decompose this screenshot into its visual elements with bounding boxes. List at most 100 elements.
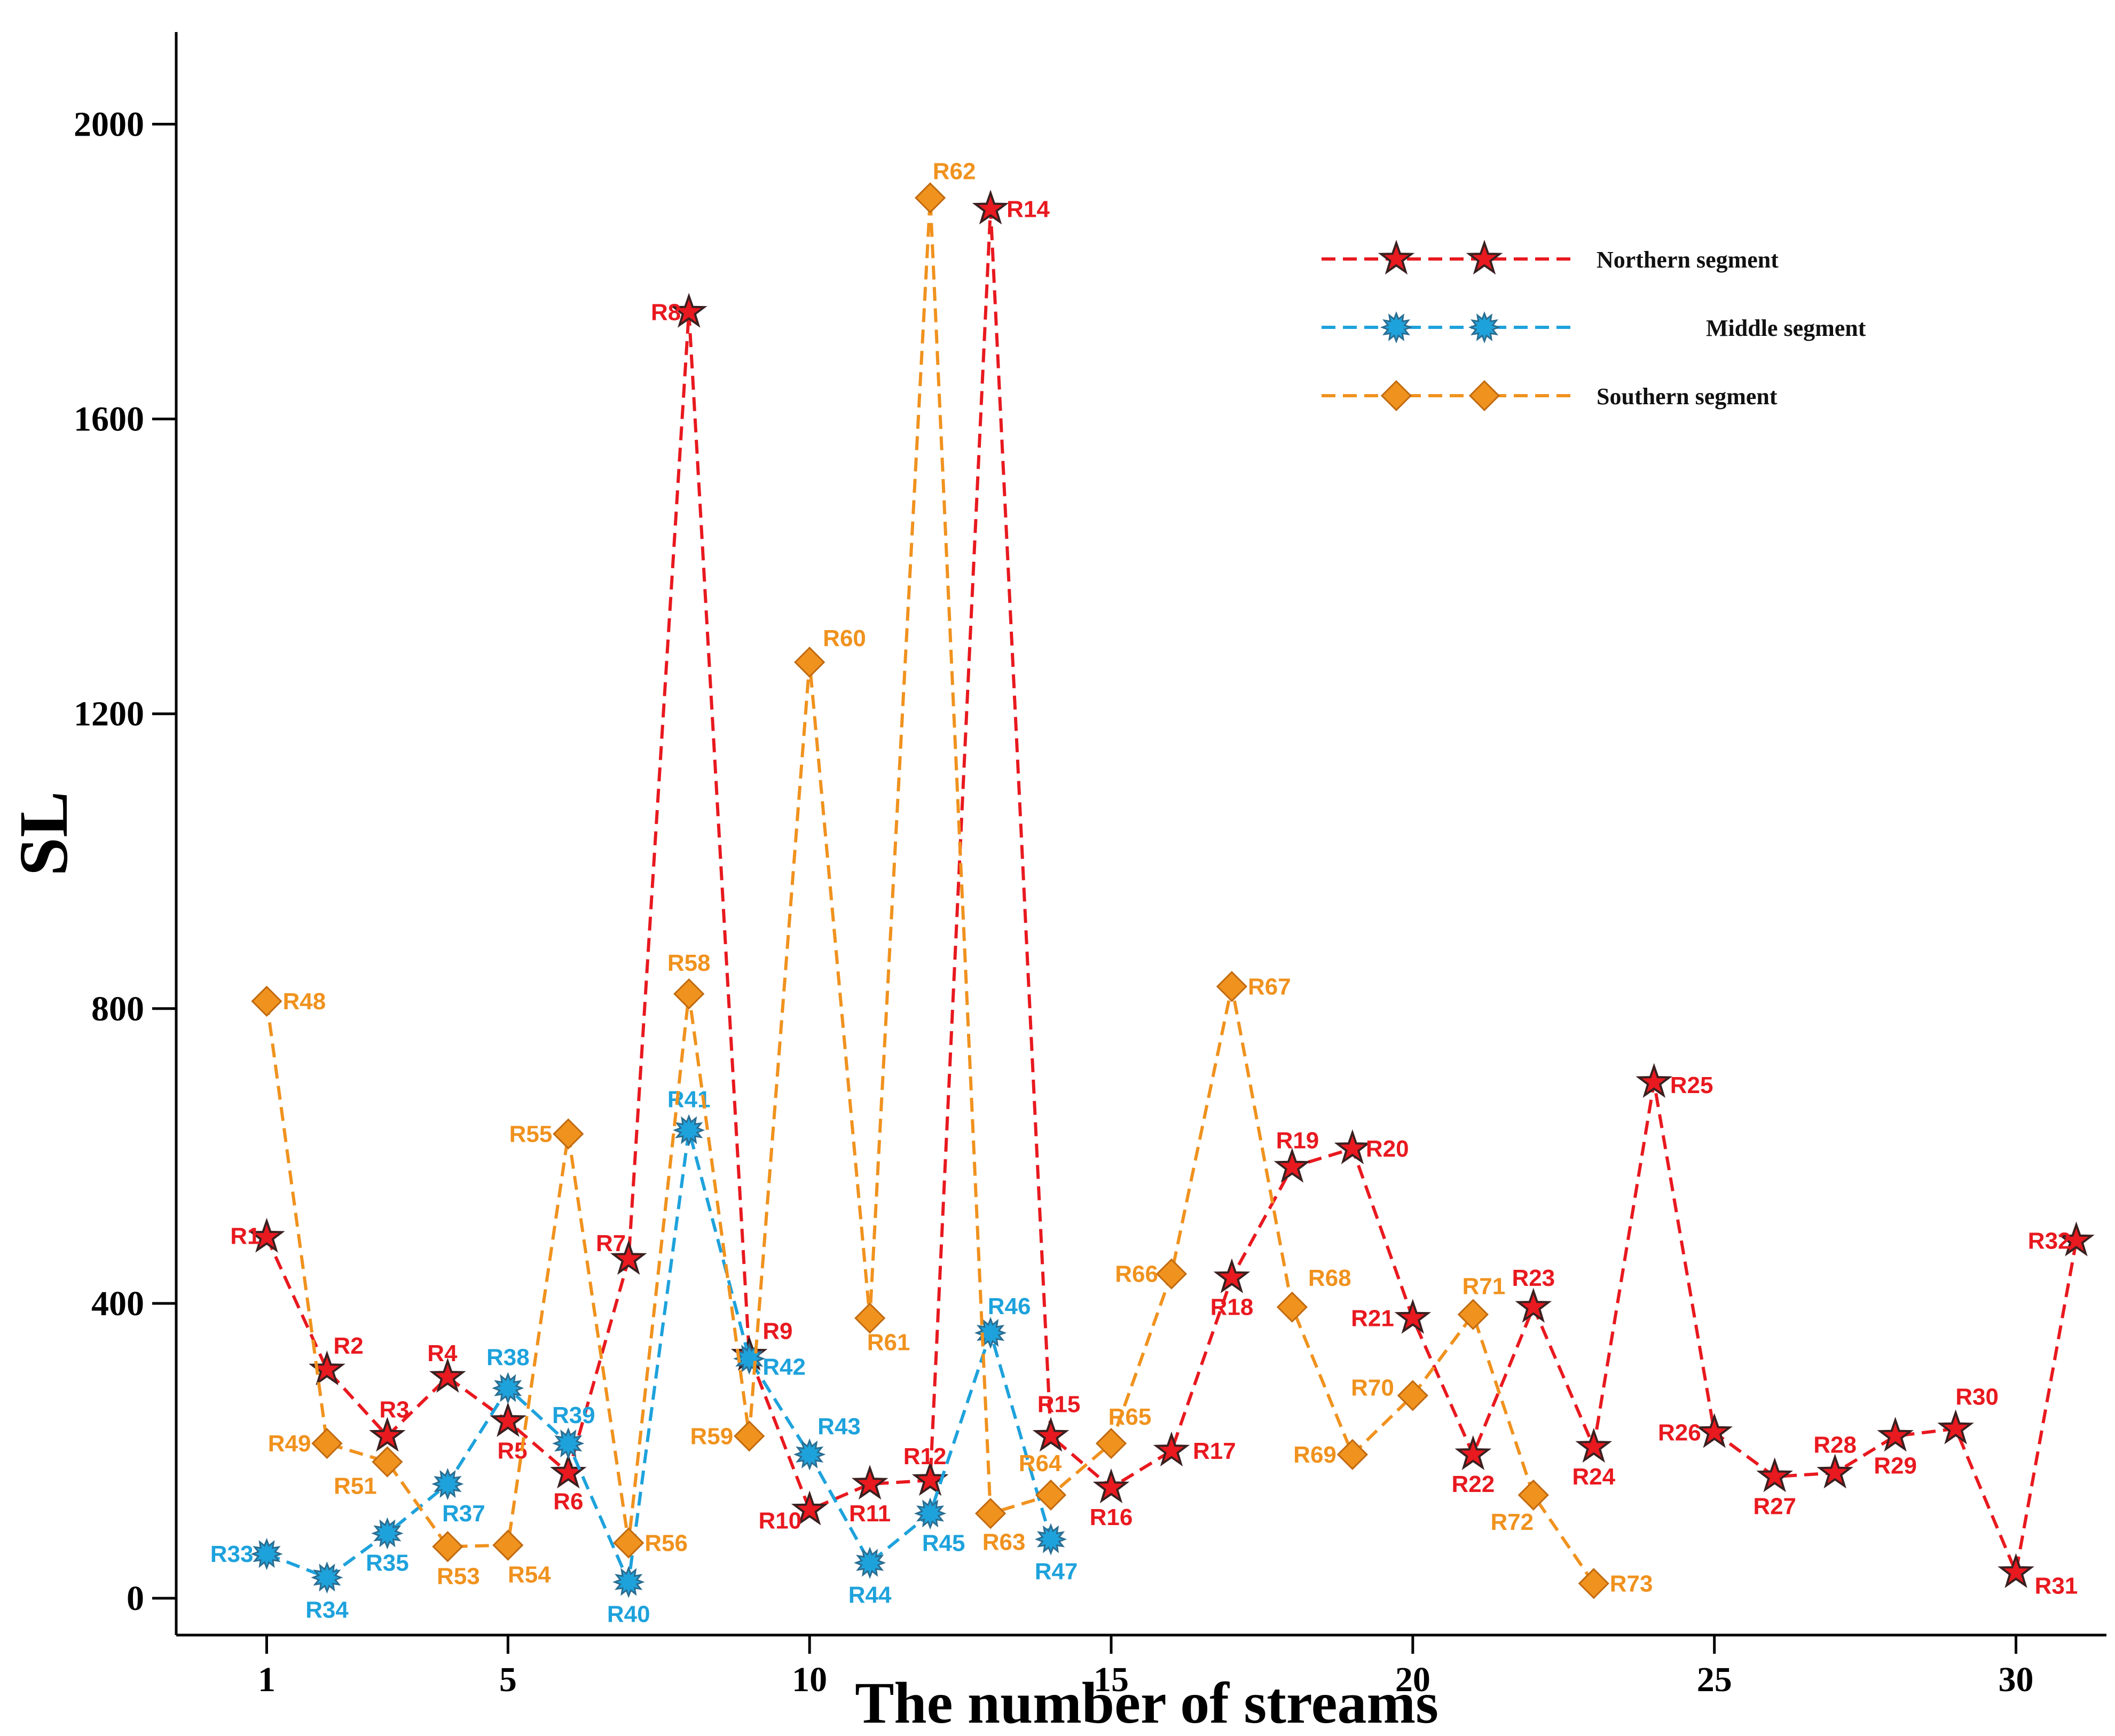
point-label: R67 — [1248, 973, 1291, 1000]
data-point — [1213, 1258, 1251, 1293]
data-point — [673, 1114, 705, 1146]
point-label: R8 — [651, 299, 681, 325]
legend: Northern segment Middle segment Southern s… — [1322, 239, 1866, 412]
point-label: R49 — [268, 1431, 311, 1457]
series-line — [266, 1129, 1052, 1588]
data-point — [1035, 1479, 1067, 1511]
data-point — [1578, 1568, 1609, 1599]
point-label: R40 — [607, 1601, 650, 1628]
point-label: R2 — [333, 1333, 363, 1359]
data-point — [369, 1417, 406, 1452]
x-tick-label: 1 — [258, 1660, 276, 1699]
data-point — [1034, 1523, 1067, 1556]
point-label: R65 — [1108, 1404, 1152, 1430]
legend-marker — [1466, 239, 1503, 275]
data-point — [854, 1302, 886, 1334]
data-point — [311, 1561, 343, 1594]
point-label: R63 — [982, 1529, 1026, 1555]
data-point — [914, 182, 946, 214]
point-label: R51 — [334, 1473, 377, 1499]
point-label: R21 — [1351, 1306, 1394, 1332]
point-label: R15 — [1037, 1391, 1081, 1417]
point-label: R37 — [442, 1501, 485, 1527]
point-label: R58 — [667, 950, 711, 976]
point-label: R35 — [366, 1550, 409, 1576]
data-point — [371, 1517, 404, 1550]
point-label: R31 — [2035, 1573, 2078, 1599]
point-label: R71 — [1462, 1274, 1505, 1300]
point-label: R14 — [1007, 196, 1050, 222]
data-point — [914, 1497, 947, 1530]
point-label: R69 — [1293, 1442, 1336, 1468]
data-point — [553, 1118, 584, 1150]
point-label: R28 — [1813, 1432, 1857, 1458]
y-tick-label: 0 — [127, 1579, 144, 1618]
point-label: R61 — [867, 1330, 910, 1356]
legend-marker — [1380, 311, 1413, 344]
point-label: R25 — [1670, 1072, 1713, 1098]
data-point — [613, 1527, 644, 1559]
data-point — [1153, 1431, 1190, 1467]
legend-marker — [1468, 380, 1500, 412]
point-label: R16 — [1090, 1504, 1133, 1530]
y-tick-label: 400 — [91, 1284, 144, 1323]
data-point — [1817, 1454, 1853, 1489]
point-label: R59 — [690, 1423, 733, 1449]
data-point — [248, 1217, 285, 1253]
point-label: R19 — [1276, 1128, 1319, 1154]
point-label: R64 — [1019, 1450, 1062, 1476]
data-point — [1998, 1553, 2034, 1588]
x-tick-label: 10 — [792, 1660, 827, 1699]
point-label: R39 — [552, 1402, 595, 1428]
data-point — [1518, 1479, 1549, 1511]
point-label: R42 — [762, 1354, 806, 1380]
point-label: R9 — [762, 1318, 792, 1345]
data-point — [1394, 1299, 1432, 1334]
legend-entry: Northern segment — [1322, 239, 1779, 275]
point-label: R66 — [1115, 1261, 1158, 1287]
data-point — [974, 1316, 1007, 1349]
data-point — [1575, 1427, 1613, 1463]
data-point — [1515, 1287, 1552, 1323]
point-label: R43 — [817, 1413, 861, 1440]
series-line — [265, 198, 1595, 1585]
data-point — [972, 190, 1009, 225]
point-label: R44 — [848, 1582, 892, 1608]
point-label: R11 — [849, 1501, 891, 1527]
x-tick-label: 25 — [1697, 1660, 1732, 1699]
point-label: R38 — [486, 1345, 530, 1371]
point-label: R55 — [509, 1121, 553, 1147]
point-label: R48 — [282, 988, 326, 1015]
data-point — [670, 293, 707, 328]
legend-label: Southern segment — [1597, 383, 1778, 410]
x-axis-title: The number of streams — [855, 1670, 1438, 1735]
data-point — [1877, 1417, 1914, 1452]
data-point — [550, 1454, 587, 1489]
legend-entry: Middle segment — [1322, 311, 1866, 344]
data-point — [2058, 1221, 2095, 1256]
data-point — [1756, 1457, 1793, 1493]
point-label: R33 — [210, 1541, 254, 1567]
data-point — [1155, 1258, 1188, 1290]
data-point — [372, 1446, 403, 1478]
point-label: R27 — [1753, 1493, 1796, 1519]
point-label: R18 — [1210, 1294, 1254, 1321]
point-label: R7 — [596, 1230, 626, 1256]
point-label: R23 — [1512, 1265, 1555, 1291]
point-label: R26 — [1658, 1419, 1701, 1446]
data-point — [1092, 1468, 1130, 1504]
point-label: R17 — [1193, 1438, 1236, 1464]
data-point — [1334, 1129, 1371, 1165]
legend-entry: Southern segment — [1322, 380, 1778, 412]
x-tick-label: 30 — [1999, 1660, 2034, 1699]
data-point — [1273, 1148, 1311, 1183]
point-label: R30 — [1955, 1384, 1999, 1410]
point-label: R47 — [1035, 1559, 1078, 1585]
data-point — [851, 1465, 889, 1500]
data-point — [250, 1538, 283, 1570]
point-label: R34 — [305, 1597, 349, 1623]
legend-marker — [1468, 311, 1501, 344]
data-point — [431, 1468, 464, 1501]
data-point — [1032, 1417, 1070, 1452]
